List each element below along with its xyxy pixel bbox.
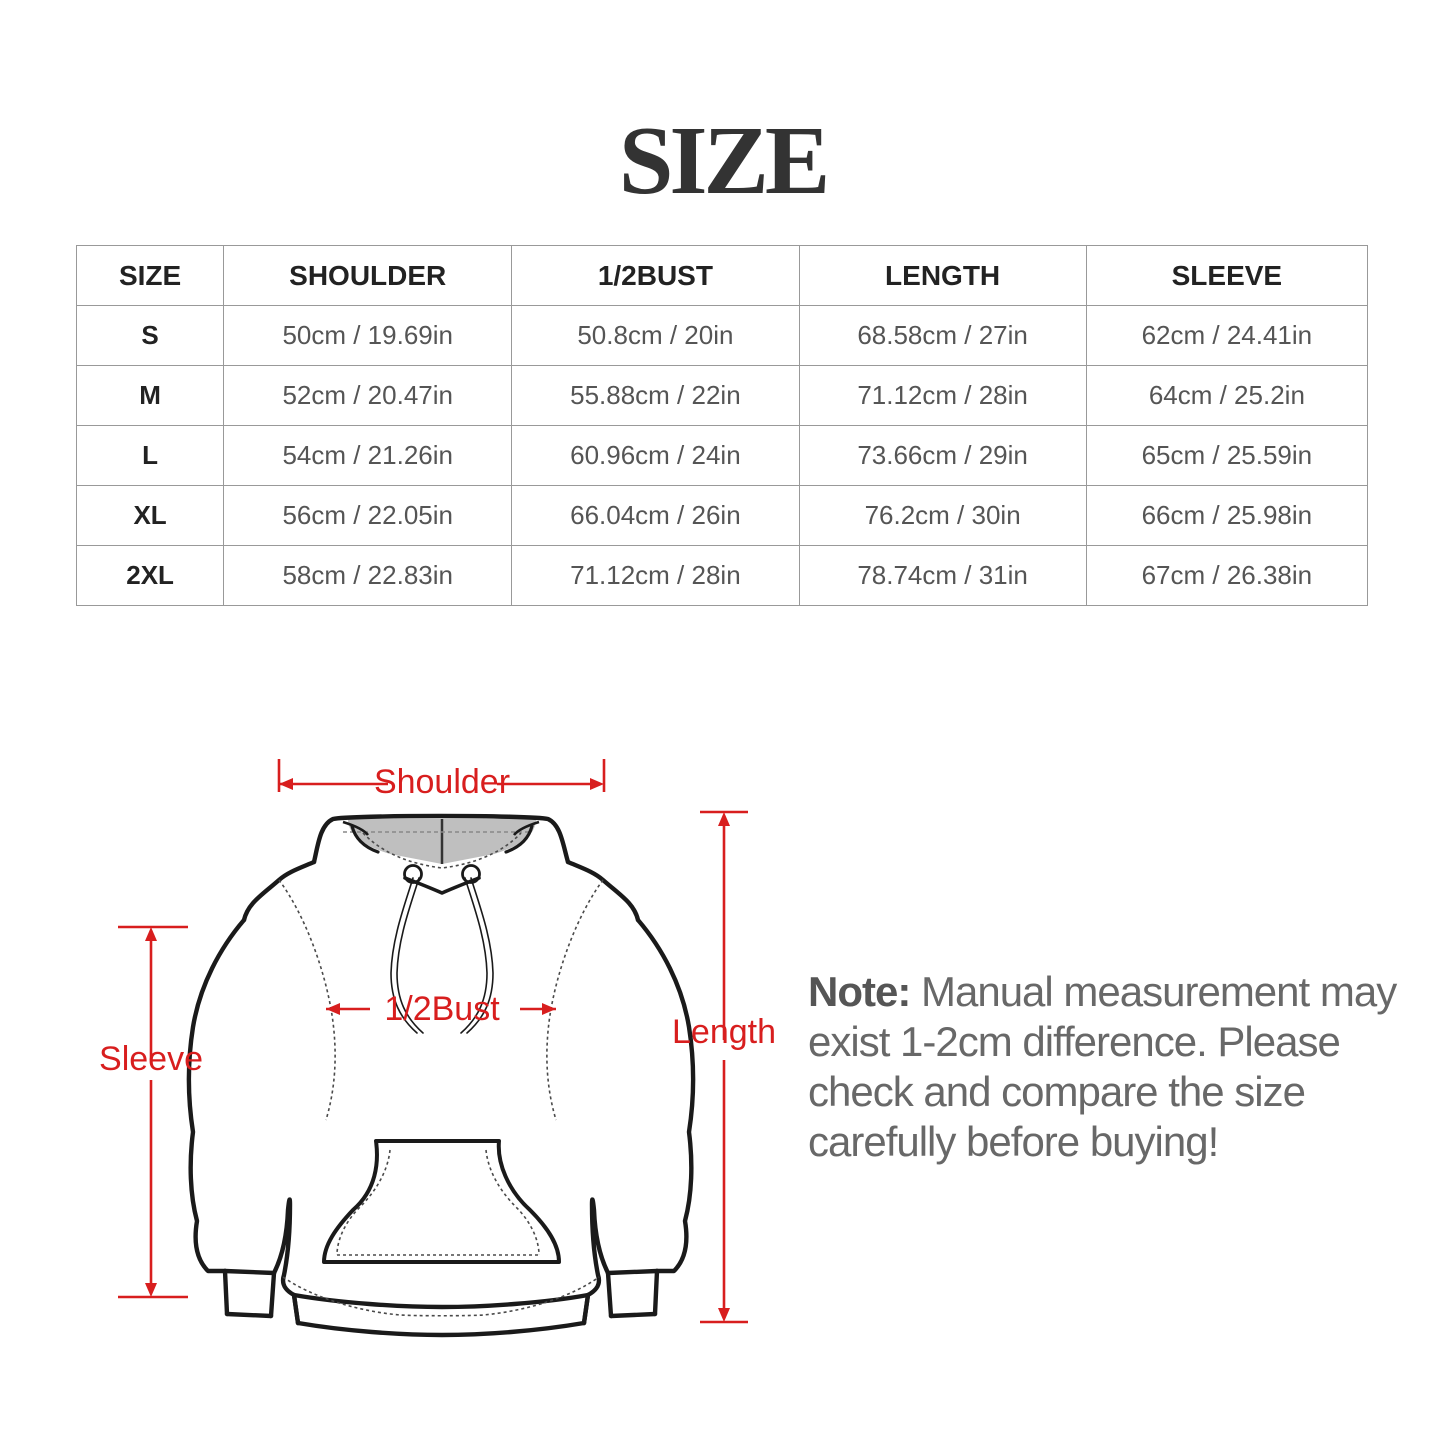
- svg-text:Sleeve: Sleeve: [99, 1040, 203, 1078]
- svg-text:1/2Bust: 1/2Bust: [384, 990, 500, 1028]
- svg-text:Shoulder: Shoulder: [374, 763, 510, 801]
- svg-text:Length: Length: [672, 1013, 776, 1051]
